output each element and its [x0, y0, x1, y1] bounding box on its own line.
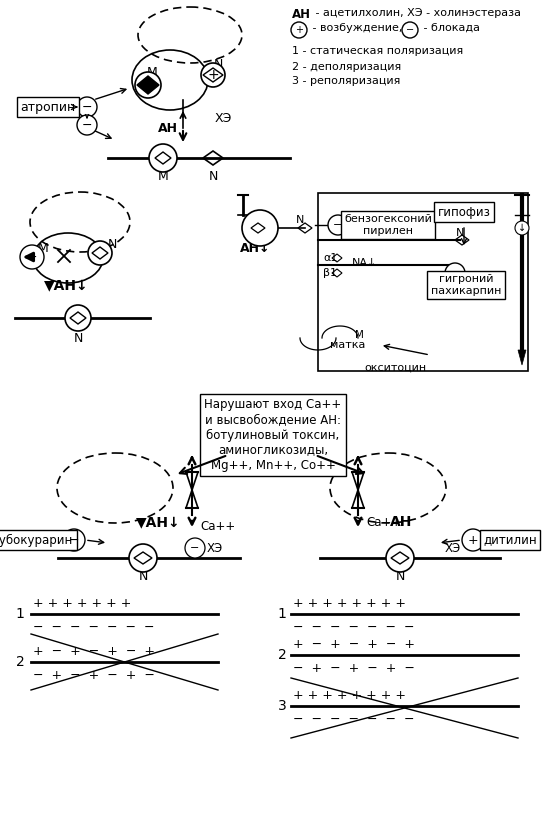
Circle shape: [129, 544, 157, 572]
Text: −: −: [191, 543, 200, 553]
Circle shape: [445, 263, 465, 283]
Text: 1: 1: [277, 607, 287, 621]
Text: ▼АН↓: ▼АН↓: [136, 515, 180, 529]
Text: тубокурарин: тубокурарин: [0, 533, 73, 547]
Text: ХЭ: ХЭ: [207, 542, 223, 555]
Text: - блокада: - блокада: [420, 23, 480, 33]
Text: АН: АН: [292, 8, 311, 21]
Text: окситоцин: окситоцин: [364, 363, 426, 373]
Circle shape: [242, 210, 278, 246]
Circle shape: [515, 221, 529, 235]
Text: N: N: [395, 570, 405, 583]
Circle shape: [77, 97, 97, 117]
Text: N: N: [108, 238, 117, 251]
Text: +: +: [295, 25, 303, 35]
Circle shape: [88, 241, 112, 265]
Text: 2: 2: [277, 648, 286, 662]
Circle shape: [65, 305, 91, 331]
Text: N: N: [138, 570, 147, 583]
Text: −  +  −  +  −  +  −: − + − + − + −: [33, 668, 155, 681]
Polygon shape: [518, 350, 526, 365]
Text: −: −: [450, 268, 460, 278]
Text: ↓: ↓: [518, 223, 526, 233]
Text: M: M: [147, 67, 157, 80]
Text: гигроний
пахикарпин: гигроний пахикарпин: [431, 275, 501, 296]
Text: Ca++: Ca++: [200, 520, 235, 533]
Text: N: N: [209, 170, 218, 183]
Circle shape: [386, 544, 414, 572]
Text: NA↓: NA↓: [352, 258, 377, 268]
Text: АН: АН: [158, 122, 178, 135]
Text: атропин: атропин: [20, 100, 76, 113]
Text: N: N: [213, 58, 223, 72]
Circle shape: [20, 245, 44, 269]
Text: N: N: [296, 215, 304, 225]
Text: −: −: [82, 100, 92, 113]
Circle shape: [402, 22, 418, 38]
Text: - возбуждение,: - возбуждение,: [309, 23, 402, 33]
Text: M: M: [355, 330, 364, 340]
Circle shape: [291, 22, 307, 38]
Circle shape: [135, 72, 161, 98]
Text: бензогексоний
пирилен: бензогексоний пирилен: [344, 215, 432, 236]
Circle shape: [149, 144, 177, 172]
Text: 3 - реполяризация: 3 - реполяризация: [292, 76, 400, 86]
Text: АН↓: АН↓: [240, 242, 270, 255]
Text: M: M: [253, 215, 263, 225]
Text: + + + + + + + +: + + + + + + + +: [293, 689, 406, 701]
Text: Нарушают вход Ca++
и высвобождение АН:
ботулиновый токсин,
аминогликозиды,
Mg++,: Нарушают вход Ca++ и высвобождение АН: б…: [204, 399, 342, 472]
Circle shape: [185, 538, 205, 558]
Text: N: N: [73, 331, 82, 344]
Text: АН: АН: [390, 515, 412, 529]
Text: - ацетилхолин, ХЭ - холинэстераза: - ацетилхолин, ХЭ - холинэстераза: [312, 8, 521, 18]
Circle shape: [328, 215, 348, 235]
Text: N: N: [456, 228, 465, 238]
Text: −: −: [142, 78, 154, 92]
Text: +  −  +  −  +  −  +: + − + − + − +: [293, 638, 415, 650]
Text: 2 - деполяризация: 2 - деполяризация: [292, 62, 401, 72]
Text: ХЭ: ХЭ: [445, 542, 461, 555]
Text: −  +  −  +  −  +  −: − + − + − + −: [293, 662, 415, 675]
Circle shape: [77, 115, 97, 135]
Text: −: −: [82, 118, 92, 132]
Text: −: −: [27, 251, 37, 264]
Text: 3: 3: [277, 699, 286, 713]
Text: 1: 1: [16, 607, 25, 621]
Text: + + + + + + +: + + + + + + +: [33, 597, 132, 609]
Text: +  −  +  −  +  −  +: + − + − + − +: [33, 644, 155, 658]
Text: +: +: [207, 68, 219, 82]
Text: −  −  −  −  −  −  −: − − − − − − −: [293, 713, 414, 726]
Text: + + + + + + + +: + + + + + + + +: [293, 597, 406, 609]
Text: −: −: [69, 533, 79, 547]
Text: +: +: [468, 533, 478, 547]
Text: гипофиз: гипофиз: [437, 206, 490, 219]
Text: дитилин: дитилин: [483, 533, 537, 547]
Text: β1: β1: [323, 268, 337, 278]
Text: α1: α1: [323, 253, 337, 263]
Polygon shape: [137, 76, 159, 94]
Text: 2: 2: [16, 655, 25, 669]
Text: M: M: [38, 242, 49, 255]
Text: −  −  −  −  −  −  −: − − − − − − −: [293, 621, 414, 634]
Text: Ca++: Ca++: [366, 515, 401, 529]
Circle shape: [63, 529, 85, 551]
Text: M: M: [158, 170, 168, 183]
Circle shape: [462, 529, 484, 551]
Text: −: −: [333, 220, 343, 230]
Text: −  −  −  −  −  −  −: − − − − − − −: [33, 621, 155, 634]
Text: ХЭ: ХЭ: [215, 112, 233, 124]
Text: −: −: [406, 25, 414, 35]
Text: матка: матка: [330, 340, 366, 350]
Text: 1 - статическая поляризация: 1 - статическая поляризация: [292, 46, 463, 56]
Text: ▼АН↓: ▼АН↓: [44, 278, 88, 292]
Circle shape: [201, 63, 225, 87]
